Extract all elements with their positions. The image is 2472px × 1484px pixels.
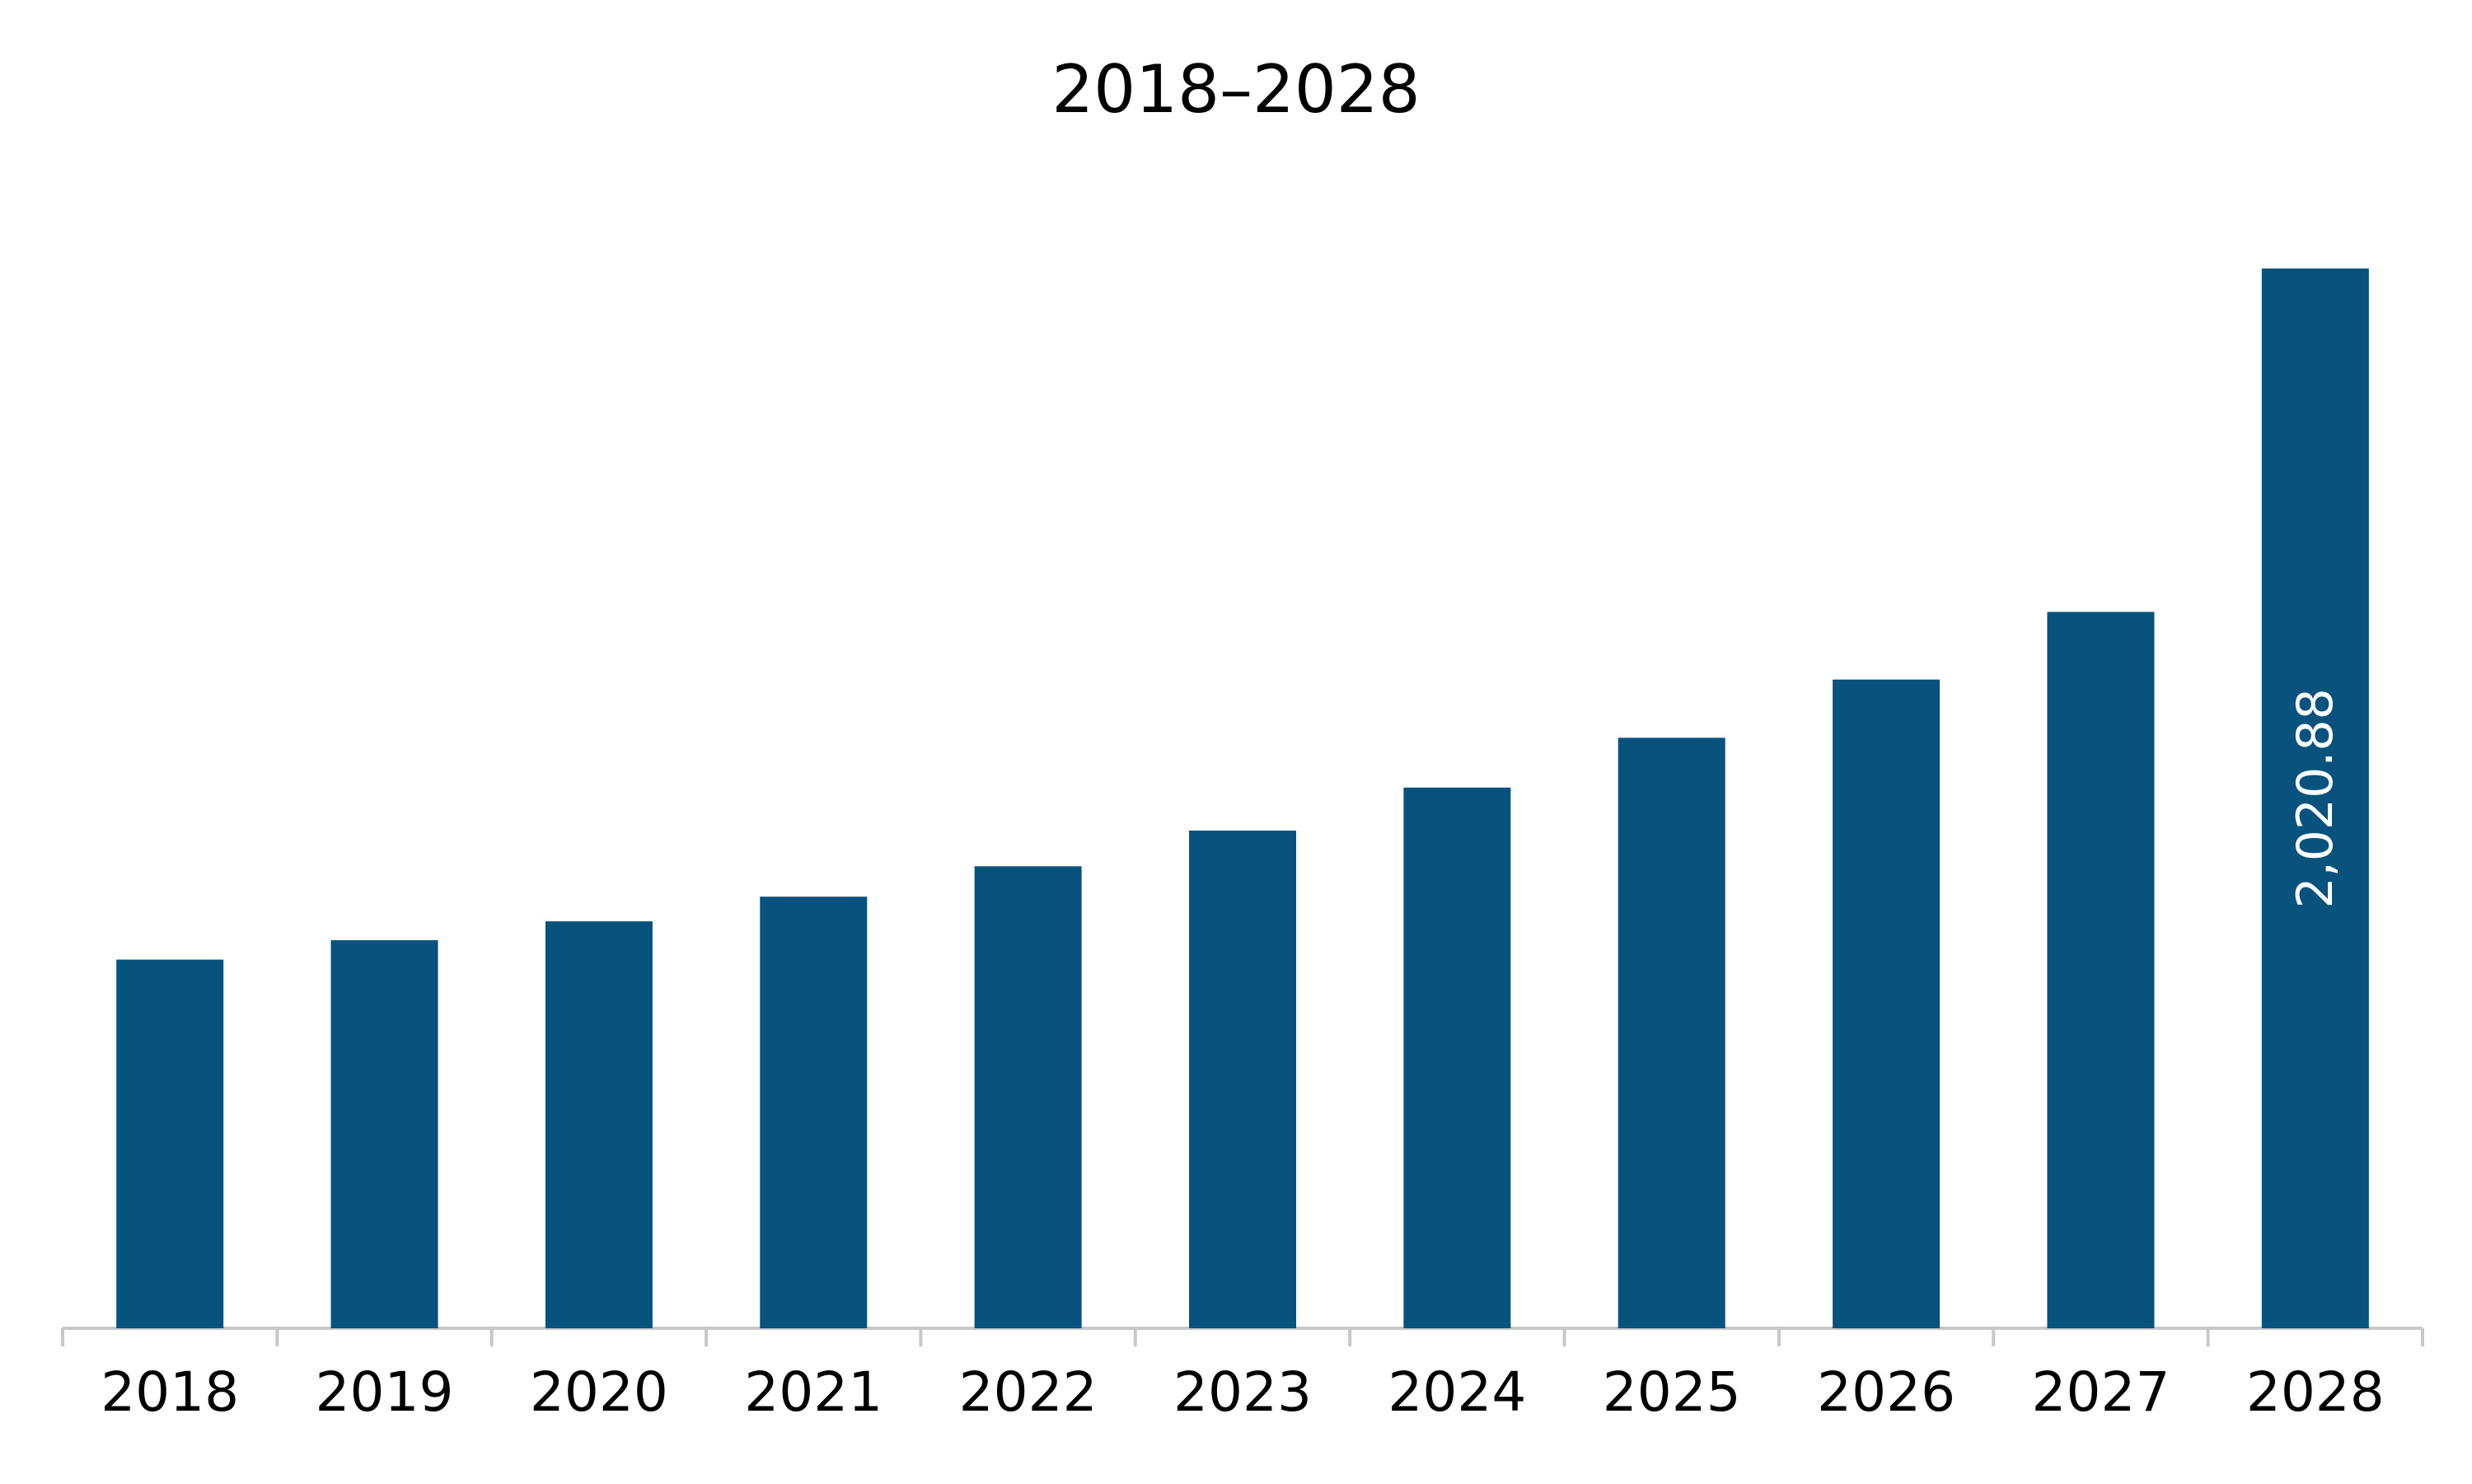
x-tick-label-2018: 2018 (101, 1360, 239, 1424)
bar-2027 (2047, 611, 2155, 1328)
x-tick-label-2020: 2020 (530, 1360, 668, 1424)
data-label-2028: 2,020.88 (2287, 688, 2344, 908)
x-tick-label-2019: 2019 (316, 1360, 454, 1424)
x-axis-ticks (61, 1328, 2424, 1346)
x-tick-label-2024: 2024 (1388, 1360, 1526, 1424)
x-axis-tick-labels: 2018 2019 2020 2021 2022 2023 2024 2025 2026 2027… (101, 1360, 2385, 1424)
data-labels: 2,020.88 (2287, 688, 2344, 908)
x-tick-label-2023: 2023 (1173, 1360, 1312, 1424)
bar-2020 (545, 921, 653, 1328)
bar-2028 (2261, 268, 2369, 1328)
bar-2019 (330, 940, 438, 1328)
bar-series (116, 268, 2369, 1328)
x-tick-label-2025: 2025 (1603, 1360, 1741, 1424)
bar-2022 (974, 866, 1082, 1328)
bar-2026 (1833, 679, 1941, 1328)
x-tick-label-2022: 2022 (959, 1360, 1098, 1424)
bar-2021 (760, 896, 868, 1328)
x-tick-label-2027: 2027 (2031, 1360, 2170, 1424)
x-tick-label-2028: 2028 (2246, 1360, 2385, 1424)
bar-2018 (116, 959, 224, 1328)
bar-2023 (1189, 831, 1296, 1328)
bar-2024 (1403, 787, 1511, 1328)
x-tick-label-2021: 2021 (744, 1360, 883, 1424)
bar-2025 (1618, 737, 1725, 1328)
chart-title: 2018–2028 (1051, 51, 1421, 128)
x-tick-label-2026: 2026 (1817, 1360, 1955, 1424)
